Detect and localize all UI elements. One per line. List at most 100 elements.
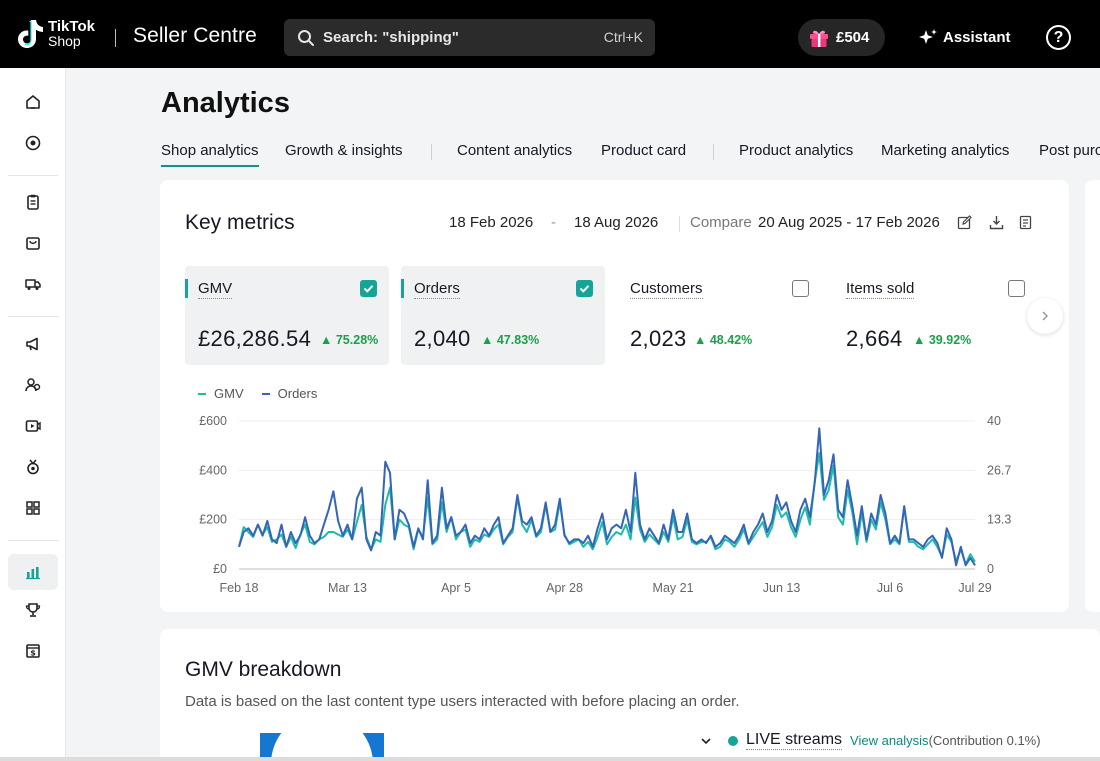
search-icon — [298, 29, 314, 46]
y-left-tick-label: £600 — [199, 414, 227, 428]
metric-delta: ▲ 75.28% — [320, 333, 378, 347]
metric-delta-value: 47.83% — [496, 333, 540, 347]
trophy-icon — [25, 603, 41, 617]
metric-orders[interactable]: Orders 2,040 ▲ 47.83% — [401, 266, 605, 365]
date-end[interactable]: 18 Aug 2026 — [574, 214, 659, 231]
x-tick-label: Mar 13 — [328, 581, 367, 595]
sidebar-item-rewards[interactable] — [8, 592, 58, 628]
check-icon — [363, 285, 374, 293]
gmv-breakdown-title: GMV breakdown — [185, 658, 342, 681]
y-left-tick-label: £0 — [213, 562, 227, 576]
legend-item-orders[interactable]: Orders — [261, 386, 317, 401]
sidebar-item-live[interactable] — [8, 408, 58, 444]
metric-value: 2,040 — [414, 326, 471, 351]
series-line-orders — [238, 427, 976, 567]
up-arrow-icon: ▲ — [320, 333, 336, 347]
side-card — [1085, 180, 1100, 612]
sidebar-item-apps[interactable] — [8, 490, 58, 526]
logo-line2: Shop — [48, 33, 81, 49]
report-icon[interactable] — [1018, 215, 1033, 230]
target-icon — [25, 135, 41, 151]
tab-separator — [713, 144, 714, 160]
tab-post-purchase[interactable]: Post purc — [1039, 142, 1100, 159]
gmv-breakdown-card: GMV breakdown Data is based on the last … — [160, 629, 1100, 761]
help-icon[interactable]: ? — [1046, 25, 1071, 50]
sidebar-item-home[interactable] — [8, 84, 58, 120]
tab-content-analytics[interactable]: Content analytics — [457, 142, 573, 159]
compare-range[interactable]: 20 Aug 2025 - 17 Feb 2026 — [758, 214, 940, 231]
sidebar-item-analytics[interactable] — [8, 554, 58, 590]
date-start[interactable]: 18 Feb 2026 — [449, 214, 534, 231]
horizontal-scrollbar[interactable] — [0, 757, 1100, 761]
up-arrow-icon: ▲ — [481, 333, 497, 347]
balance-button[interactable]: £504 — [798, 19, 885, 56]
sidebar-item-orders[interactable] — [8, 184, 58, 220]
metric-value: 2,023 — [630, 326, 687, 351]
delivery-icon — [25, 279, 41, 290]
donut-segment-live[interactable] — [260, 733, 318, 761]
x-tick-label: Feb 18 — [220, 581, 259, 595]
x-tick-label: Apr 5 — [441, 581, 471, 595]
breakdown-contribution: (Contribution 0.1%) — [928, 733, 1041, 748]
view-analysis-link[interactable]: View analysis — [850, 733, 929, 748]
download-icon[interactable] — [989, 215, 1004, 230]
logo-text: TikTok Shop — [48, 19, 95, 49]
metric-checkbox[interactable] — [1008, 280, 1025, 297]
metric-name: Orders — [414, 280, 460, 299]
sidebar-separator — [8, 175, 58, 176]
tab-separator — [431, 144, 432, 160]
x-tick-label: May 21 — [653, 581, 694, 595]
metric-delta-value: 39.92% — [928, 333, 972, 347]
legend-label: GMV — [214, 386, 244, 401]
metric-delta: ▲ 48.42% — [694, 333, 752, 347]
metric-checkbox[interactable] — [360, 280, 377, 297]
metric-checkbox[interactable] — [792, 280, 809, 297]
sidebar-item-target[interactable] — [8, 125, 58, 161]
up-arrow-icon: ▲ — [694, 333, 710, 347]
tab-product-card[interactable]: Product card — [601, 142, 687, 159]
gmv-donut-chart[interactable] — [260, 733, 384, 761]
breakdown-label: LIVE streams — [746, 731, 843, 750]
series-line-gmv — [238, 452, 976, 566]
search-placeholder: Search: "shipping" — [323, 29, 459, 46]
finance-icon: $ — [26, 644, 40, 658]
sidebar-item-marketing[interactable] — [8, 326, 58, 362]
metrics-next-button[interactable] — [1027, 298, 1063, 334]
gmv-orders-line-chart[interactable]: £600 £400 £200 £0 40 26.7 13.3 0 Feb 18 Mar 13 Apr… — [160, 400, 1069, 612]
tab-growth-insights[interactable]: Growth & insights — [285, 142, 403, 159]
sidebar-item-products[interactable] — [8, 225, 58, 261]
legend-swatch — [261, 392, 270, 395]
tab-marketing-analytics[interactable]: Marketing analytics — [881, 142, 1010, 159]
edit-icon[interactable] — [957, 215, 972, 230]
assistant-button[interactable]: Assistant — [918, 28, 1011, 46]
up-arrow-icon: ▲ — [913, 333, 929, 347]
sidebar-item-creators[interactable] — [8, 367, 58, 403]
key-metrics-card: Key metrics 18 Feb 2026 - 18 Aug 2026 Co… — [160, 180, 1069, 612]
balance-amount: £504 — [836, 29, 870, 46]
tab-shop-analytics[interactable]: Shop analytics — [161, 142, 259, 167]
metric-name: Customers — [630, 280, 703, 299]
metric-checkbox[interactable] — [576, 280, 593, 297]
date-separator: - — [551, 214, 556, 231]
header-divider — [115, 29, 116, 47]
metric-customers[interactable]: Customers 2,023 ▲ 48.42% — [617, 266, 821, 365]
legend-item-gmv[interactable]: GMV — [198, 386, 244, 401]
analytics-icon — [26, 567, 40, 580]
search-input[interactable]: Search: "shipping" Ctrl+K — [284, 19, 655, 56]
chevron-right-icon — [1042, 311, 1049, 321]
sidebar-item-affiliate[interactable] — [8, 449, 58, 485]
y-left-tick-label: £400 — [199, 463, 227, 477]
megaphone-icon — [26, 337, 38, 351]
tab-product-analytics[interactable]: Product analytics — [739, 142, 854, 159]
sidebar-item-shipping[interactable] — [8, 266, 58, 302]
metric-delta-value: 48.42% — [709, 333, 753, 347]
donut-segment-other[interactable] — [352, 733, 384, 761]
tiktok-shop-logo[interactable]: TikTok Shop — [16, 18, 95, 50]
y-left-tick-label: £200 — [199, 513, 227, 527]
metric-delta: ▲ 47.83% — [481, 333, 539, 347]
sidebar-item-finance[interactable]: $ — [8, 633, 58, 669]
metric-value: 2,664 — [846, 326, 903, 351]
chevron-down-icon[interactable] — [700, 735, 712, 747]
metric-items-sold[interactable]: Items sold 2,664 ▲ 39.92% — [833, 266, 1037, 365]
metric-gmv[interactable]: GMV £26,286.54 ▲ 75.28% — [185, 266, 389, 365]
